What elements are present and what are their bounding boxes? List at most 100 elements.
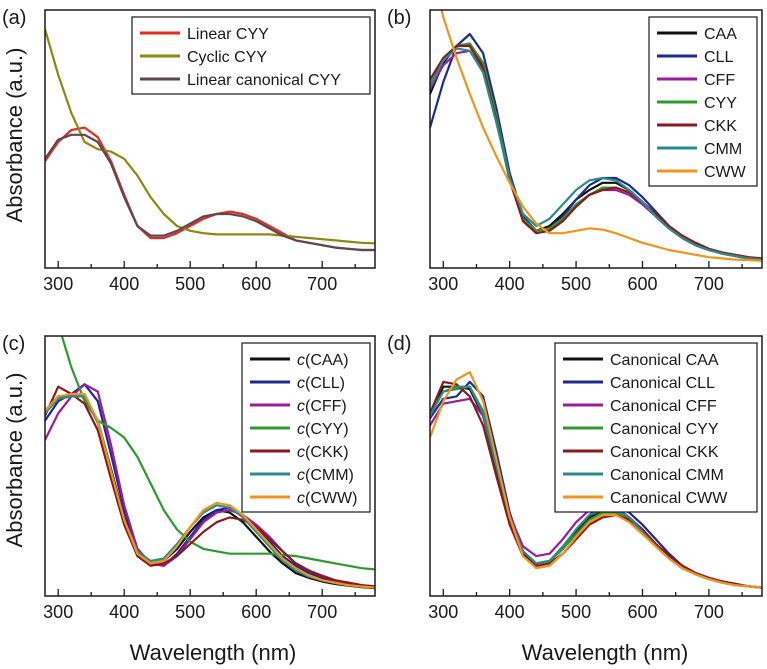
legend-label: CYY [704, 95, 737, 112]
legend-label: Canonical CFF [610, 398, 717, 415]
legend-item: CKK [657, 118, 737, 135]
legend-item: CWW [657, 164, 747, 181]
x-tick-label: 400 [109, 274, 139, 294]
x-tick-label: 600 [241, 602, 271, 622]
legend-label: c(CWW) [297, 490, 357, 507]
series-line-c-cyy- [60, 336, 375, 571]
panel-c: 300 400 500 600 700 (c) c(CAA) c(CLL) c(CFF) c(CY… [2, 333, 376, 622]
legend-item: Canonical CKK [563, 444, 719, 461]
series-line-ckk [430, 44, 762, 260]
x-tick-label: 700 [694, 274, 724, 294]
plot-frame [44, 335, 376, 597]
legend-item: c(CKK) [250, 444, 349, 461]
series-line-cmm [430, 47, 762, 261]
legend-label: Canonical CLL [610, 375, 715, 392]
legend-label: c(CLL) [297, 375, 345, 392]
series-line-canonical-cww [430, 371, 762, 589]
panel-a: 300 400 500 600 700 (a) Linear CYY Cyclic CYY Li… [2, 7, 376, 294]
x-tick-label: 500 [175, 602, 205, 622]
legend-item: Canonical CAA [563, 352, 719, 369]
legend-label: Linear canonical CYY [187, 72, 341, 89]
legend-label: c(CKK) [297, 444, 349, 461]
series-group [45, 336, 375, 590]
legend-label: CAA [704, 26, 737, 43]
legend-item: c(CFF) [250, 398, 347, 415]
legend-label: Canonical CWW [610, 490, 728, 507]
panel-d: 300 400 500 600 700(d)Canonical CAACanonical… [387, 333, 763, 622]
panel-label: (b) [387, 7, 411, 29]
legend-item: c(CMM) [250, 467, 354, 484]
legend-label: Canonical CMM [610, 467, 724, 484]
legend-item: Canonical CFF [563, 398, 717, 415]
series-line-cyclic-cyy [45, 28, 375, 245]
legend-item: Linear CYY [140, 26, 269, 43]
plot-frame [429, 335, 763, 597]
legend: c(CAA) c(CLL) c(CFF) c(CYY) c(CKK) c(CMM) c(CW… [241, 342, 371, 513]
series-line-linear-canonical-cyy [45, 133, 375, 252]
panel-label: (a) [2, 7, 26, 29]
legend: CAA CLL CFF CYY CKK CMM CWW [648, 16, 758, 187]
x-axis-title-right: Wavelength (nm) [522, 640, 689, 665]
panel-label: (d) [387, 333, 411, 355]
series-line-canonical-ckk [430, 380, 762, 589]
legend-item: CYY [657, 95, 737, 112]
legend-label: CFF [704, 72, 735, 89]
x-tick-label: 700 [307, 274, 337, 294]
x-tick-label: 700 [307, 602, 337, 622]
legend-item: Linear canonical CYY [140, 72, 341, 89]
legend-label: c(CMM) [297, 467, 354, 484]
legend-label: CWW [704, 164, 747, 181]
x-tick-label: 400 [495, 602, 525, 622]
series-group [430, 10, 762, 262]
legend-item: CLL [657, 49, 733, 66]
panel-label: (c) [2, 333, 25, 355]
legend-item: Canonical CYY [563, 421, 719, 438]
x-tick-label: 300 [43, 274, 73, 294]
series-line-linear-cyy [45, 126, 375, 252]
legend-label: CKK [704, 118, 737, 135]
series-line-cww [440, 10, 762, 262]
x-tick-label: 600 [627, 602, 657, 622]
legend-label: Canonical CKK [610, 444, 719, 461]
legend-item: CAA [657, 26, 737, 43]
legend-item: Cyclic CYY [140, 49, 267, 66]
series-line-c-ckk- [45, 385, 375, 588]
y-axis-title-top: Absorbance (a.u.) [2, 48, 27, 223]
x-tick-label: 500 [561, 602, 591, 622]
x-axis-title-left: Wavelength (nm) [130, 640, 297, 665]
legend-label: Canonical CYY [610, 421, 719, 438]
legend-item: c(CAA) [250, 352, 349, 369]
legend-label: CMM [704, 141, 742, 158]
legend: Canonical CAA Canonical CLL Canonical CFF C… [554, 342, 758, 513]
legend-item: Canonical CMM [563, 467, 724, 484]
legend-label: Canonical CAA [610, 352, 719, 369]
y-axis-title-bottom: Absorbance (a.u.) [2, 373, 27, 548]
legend-item: Canonical CLL [563, 375, 715, 392]
series-line-c-cww- [45, 392, 375, 589]
x-tick-label: 400 [109, 602, 139, 622]
legend-label: c(CAA) [297, 352, 349, 369]
legend-label: Cyclic CYY [187, 49, 267, 66]
x-tick-label: 600 [627, 274, 657, 294]
x-tick-label: 300 [428, 274, 458, 294]
x-tick-label: 700 [694, 602, 724, 622]
panel-b: 300 400 500 600 700 (b) CAA CLL CFF CYY CKK CMM CWW [387, 7, 763, 294]
series-line-c-cll- [45, 383, 375, 589]
legend-label: CLL [704, 49, 733, 66]
legend-label: c(CFF) [297, 398, 347, 415]
x-tick-label: 600 [241, 274, 271, 294]
legend-item: c(CLL) [250, 375, 345, 392]
legend-item: Canonical CWW [563, 490, 728, 507]
legend-label: c(CYY) [297, 421, 349, 438]
x-tick-label: 400 [495, 274, 525, 294]
x-tick-label: 300 [428, 602, 458, 622]
x-tick-label: 500 [175, 274, 205, 294]
x-tick-label: 500 [561, 274, 591, 294]
legend-item: CFF [657, 72, 735, 89]
legend-item: c(CYY) [250, 421, 349, 438]
plot-frame [44, 9, 376, 269]
x-tick-label: 300 [43, 602, 73, 622]
legend-item: c(CWW) [250, 490, 357, 507]
series-group [45, 28, 375, 252]
